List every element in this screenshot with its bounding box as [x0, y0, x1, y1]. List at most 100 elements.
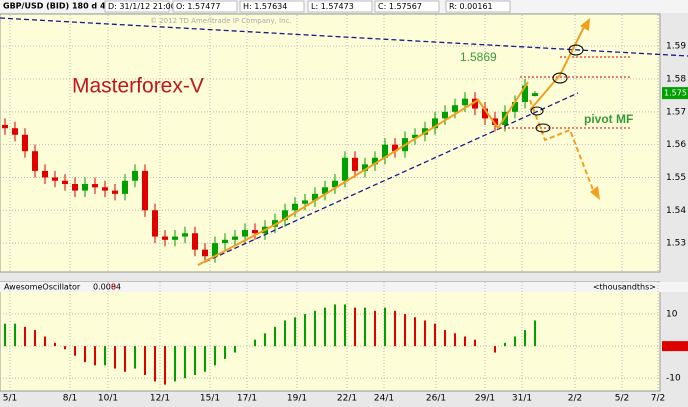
y-tick-label: 1.58: [666, 75, 686, 85]
oscillator-panel: [0, 281, 661, 392]
y-tick-label: 1.56: [666, 140, 686, 150]
marker: [535, 123, 551, 133]
x-tick-label: 19/1: [287, 394, 307, 404]
candle-body: [272, 220, 278, 227]
info-box: [445, 0, 511, 13]
info-text: D: 31/1/12 21:00: [108, 2, 176, 11]
candle-body: [232, 236, 238, 240]
candle-body: [22, 134, 28, 152]
trend-drawings: [0, 17, 688, 266]
info-box: [374, 0, 440, 13]
forecast-down: [529, 99, 596, 196]
info-text: O: 1.57477: [176, 2, 220, 11]
candle-body: [162, 236, 168, 240]
info-box: [307, 0, 373, 13]
annotation: Masterforex-V: [72, 75, 204, 98]
x-tick-label: 8/1: [63, 394, 77, 404]
info-box: [172, 0, 238, 13]
candle-body: [282, 210, 288, 221]
unit-label: <thousandths>: [593, 283, 656, 292]
x-tick-label: 29/1: [475, 394, 495, 404]
y-tick-label: 1.55: [666, 173, 686, 183]
x-tick-label: 15/1: [200, 394, 220, 404]
oscillator-header-bar: [0, 282, 688, 292]
candle-body: [102, 187, 108, 191]
candle-body: [132, 170, 138, 181]
forecast-up: [529, 24, 586, 111]
zero-box: [662, 341, 688, 352]
y-tick-label: 1.54: [666, 206, 686, 216]
annotation: pivot MF: [584, 112, 633, 126]
candle-body: [32, 151, 38, 171]
last-price-box: [662, 87, 688, 100]
last-price-label: 1.5757: [664, 89, 688, 98]
candle-body: [322, 187, 328, 194]
x-tick-label: 12/1: [150, 394, 170, 404]
info-box: [239, 0, 305, 13]
candle-body: [522, 85, 528, 102]
y-tick-label: -10: [666, 374, 681, 384]
y-tick-label: 1.53: [666, 239, 686, 249]
candle-body: [242, 229, 248, 237]
candle-body: [172, 236, 178, 240]
x-tick-label: 7/2: [651, 394, 665, 404]
candle-body: [2, 124, 8, 129]
candle-body: [462, 98, 468, 106]
info-text: R: 0.00161: [449, 2, 493, 11]
candle-body: [362, 164, 368, 171]
info-text: H: 1.57634: [243, 2, 287, 11]
candle-body: [182, 233, 188, 237]
candle-body: [292, 203, 298, 211]
annotation: 1.5869: [460, 50, 497, 64]
candle-body: [62, 180, 68, 185]
candle-body: [532, 93, 538, 97]
candle-body: [302, 200, 308, 204]
candle-body: [72, 184, 78, 191]
candle-body: [42, 170, 48, 178]
price-panel: [0, 13, 661, 273]
indicator-title: AwesomeOscillator: [4, 283, 81, 292]
x-tick-label: 24/1: [374, 394, 394, 404]
indicator-value: 0.0084: [93, 283, 121, 292]
candle-body: [212, 243, 218, 257]
info-box: [104, 0, 170, 13]
candle-body: [412, 134, 418, 139]
x-tick-label: 5/2: [615, 394, 629, 404]
y-tick-label: 1.59: [666, 42, 686, 52]
x-tick-label: 22/1: [337, 394, 357, 404]
x-tick-label: 10/1: [98, 394, 118, 404]
candle-body: [352, 157, 358, 171]
candle-body: [92, 184, 98, 188]
candle-body: [142, 170, 148, 211]
symbol: GBP/USD (BID) 180 d 4h: [3, 2, 112, 11]
watermark: © 2012 TD Ameritrade IP Company, Inc.: [150, 17, 292, 25]
candle-body: [82, 184, 88, 191]
support-line: [197, 92, 579, 266]
info-text: C: 1.57567: [378, 2, 422, 11]
x-tick-label: 5/1: [3, 394, 17, 404]
candle-body: [312, 193, 318, 201]
candle-body: [152, 210, 158, 237]
candle-body: [252, 229, 258, 234]
candle-body: [492, 118, 498, 125]
x-tick-label: 2/2: [568, 394, 582, 404]
candle-body: [52, 177, 58, 181]
candle-body: [342, 157, 348, 181]
info-text: L: 1.57473: [311, 2, 354, 11]
candle-body: [12, 128, 18, 135]
candle-body: [332, 180, 338, 188]
candle-body: [472, 98, 478, 109]
marker: [568, 44, 584, 56]
wave-line: [197, 81, 529, 266]
arrow-head: [580, 18, 590, 31]
candle-body: [112, 190, 118, 194]
candle-body: [122, 180, 128, 194]
x-tick-label: 31/1: [512, 394, 532, 404]
y-tick-label: 10: [666, 310, 678, 320]
candle-body: [392, 144, 398, 152]
marker: [552, 72, 568, 84]
candle-body: [482, 108, 488, 119]
candle-body: [512, 101, 518, 112]
candle-body: [432, 118, 438, 129]
resistance-line: [0, 17, 688, 57]
